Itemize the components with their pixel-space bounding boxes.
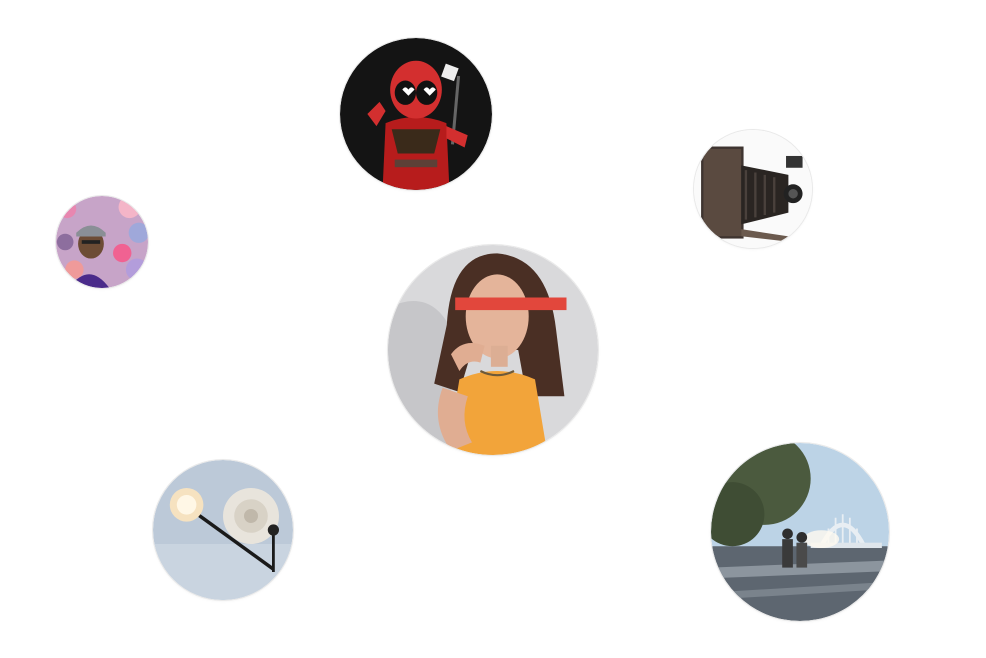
avatar-lamp[interactable]: Ceiling lamp and rosette <box>153 460 293 600</box>
camera-image <box>694 130 812 248</box>
man-image <box>56 196 148 288</box>
avatar-caption: Woman in yellow top with red stripe <box>388 245 389 246</box>
avatar-deadpool[interactable]: Deadpool toy figure photo <box>340 38 492 190</box>
avatar-caption: Man with cap in front of flowers <box>56 196 57 197</box>
avatar-bridge[interactable]: People walking toward bridge at sunset <box>711 443 889 621</box>
avatar-camera[interactable]: Vintage folding camera photo <box>694 130 812 248</box>
avatar-caption: Ceiling lamp and rosette <box>153 460 154 461</box>
avatar-caption: Vintage folding camera photo <box>694 130 695 131</box>
lamp-image <box>153 460 293 600</box>
bridge-image <box>711 443 889 621</box>
avatar-woman[interactable]: Woman in yellow top with red stripe <box>388 245 598 455</box>
avatar-caption: People walking toward bridge at sunset <box>711 443 712 444</box>
avatar-man[interactable]: Man with cap in front of flowers <box>56 196 148 288</box>
avatar-caption: Deadpool toy figure photo <box>340 38 341 39</box>
deadpool-image <box>340 38 492 190</box>
woman-image <box>388 245 598 455</box>
